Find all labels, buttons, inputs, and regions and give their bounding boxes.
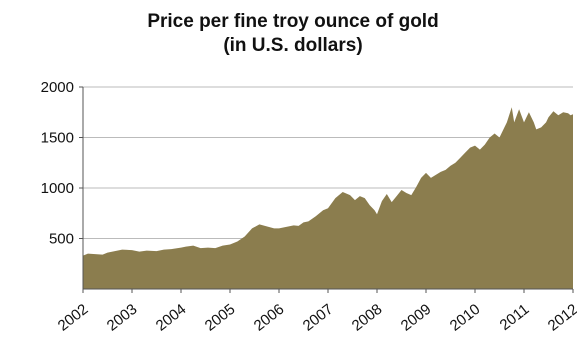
x-tick-label-2002: 2002 bbox=[55, 301, 92, 335]
y-axis-ticks: 500 1000 1500 2000 bbox=[41, 79, 83, 248]
x-tick-label-2012: 2012 bbox=[545, 301, 577, 335]
y-tick-label-2000: 2000 bbox=[41, 79, 74, 96]
x-tick-label-2009: 2009 bbox=[398, 301, 435, 335]
x-tick-label-2003: 2003 bbox=[104, 301, 141, 335]
x-tick-label-2007: 2007 bbox=[300, 301, 337, 335]
x-tick-label-2005: 2005 bbox=[202, 301, 239, 335]
x-tick-label-2008: 2008 bbox=[349, 301, 386, 335]
x-tick-label-2010: 2010 bbox=[447, 301, 484, 335]
gold-price-area bbox=[83, 107, 573, 289]
chart-subtitle: (in U.S. dollars) bbox=[223, 35, 362, 56]
y-tick-label-500: 500 bbox=[49, 231, 74, 248]
x-axis-ticks: 2002 2003 2004 2005 2006 2007 2008 2009 2010 2011… bbox=[55, 289, 577, 335]
chart-title: Price per fine troy ounce of gold bbox=[147, 11, 438, 32]
y-tick-label-1500: 1500 bbox=[41, 130, 74, 147]
area-layer bbox=[83, 107, 573, 289]
x-tick-label-2004: 2004 bbox=[153, 301, 190, 335]
x-tick-label-2011: 2011 bbox=[497, 301, 533, 334]
x-tick-label-2006: 2006 bbox=[251, 301, 288, 335]
y-tick-label-1000: 1000 bbox=[41, 180, 74, 197]
